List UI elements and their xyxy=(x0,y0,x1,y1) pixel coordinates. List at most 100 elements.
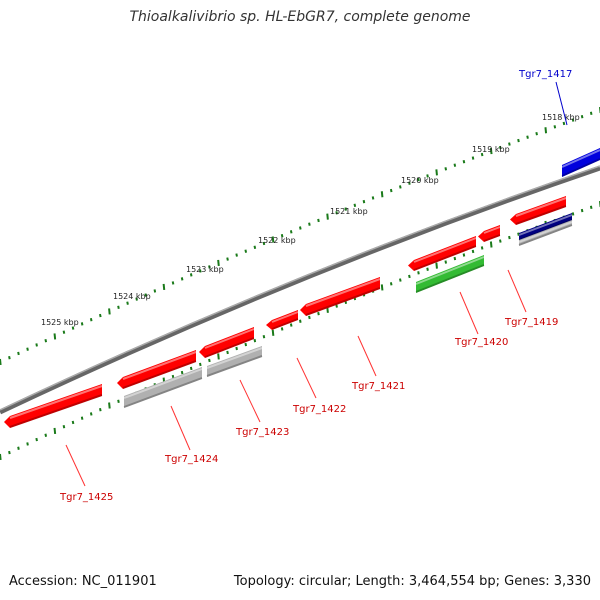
outer-ruler-tick xyxy=(71,326,75,330)
gene-tgr7-1417-shine xyxy=(561,149,600,168)
inner-ruler-tick xyxy=(489,241,493,248)
inner-ruler-tick xyxy=(499,239,502,243)
outer-ruler-tick xyxy=(453,163,457,167)
gene-tgr7-1419-shine xyxy=(515,197,567,217)
gene-tgr7-1423-body xyxy=(199,327,254,358)
gene-tgr7-1419[interactable] xyxy=(510,196,567,225)
inner-ruler-tick xyxy=(508,235,511,240)
gene-tgr7-1421-shade xyxy=(305,287,381,316)
gene-label[interactable]: Tgr7_1420 xyxy=(454,337,508,348)
inner-ruler-tick xyxy=(44,433,48,437)
outer-ruler-tick xyxy=(153,289,157,293)
gene-label[interactable]: Tgr7_1424 xyxy=(164,454,218,465)
gene-label[interactable]: Tgr7_1425 xyxy=(59,492,113,503)
gene-tgr7-1419-body xyxy=(510,196,566,225)
inner-ruler-tick xyxy=(217,353,220,360)
gene-leader-line xyxy=(357,335,377,377)
gene-tgr7-1425-body xyxy=(4,384,102,428)
gene-gray-feature-2-body xyxy=(207,346,262,377)
inner-ruler-tick xyxy=(435,262,438,269)
gene-label[interactable]: Tgr7_1419 xyxy=(504,317,558,328)
inner-ruler-tick xyxy=(89,412,93,416)
outer-ruler-tick xyxy=(580,114,584,119)
gene-label[interactable]: Tgr7_1417 xyxy=(518,69,572,80)
outer-ruler-tick xyxy=(217,259,220,267)
ruler-labels: 1518 kbp 1519 kbp 1520 kbp 1521 kbp 1522 kbp… xyxy=(41,113,580,327)
ruler-label: 1524 kbp xyxy=(113,292,151,301)
gene-rna-feature-shine xyxy=(415,256,485,285)
outer-ruler-tick xyxy=(317,218,320,223)
gene-rna-feature[interactable] xyxy=(415,255,485,293)
gene-gray-feature-1[interactable] xyxy=(518,220,573,246)
gene-leader-line xyxy=(507,269,527,313)
gene-gray-feature-3[interactable] xyxy=(123,367,203,408)
inner-ruler-tick xyxy=(280,327,284,331)
gene-navy-feature-body xyxy=(519,213,572,241)
gene-tgr7-1424-body xyxy=(117,350,196,389)
gene-tgr7-1421[interactable] xyxy=(300,277,381,316)
outer-ruler-tick xyxy=(62,330,66,334)
gene-tgr7-1420-small[interactable] xyxy=(478,225,501,242)
inner-ruler-tick xyxy=(480,246,484,250)
outer-ruler-tick xyxy=(389,188,393,193)
inner-ruler-tick xyxy=(380,284,384,291)
inner-ruler-tick xyxy=(17,446,20,450)
gene-tgr7-1421-body xyxy=(300,277,380,316)
outer-ruler-tick xyxy=(426,174,429,178)
gene-tgr7-1423-shade xyxy=(204,337,255,358)
outer-ruler-tick xyxy=(135,297,138,301)
gene-label[interactable]: Tgr7_1421 xyxy=(351,381,405,392)
gene-gray-feature-1-shine xyxy=(518,221,573,243)
outer-ruler-tick xyxy=(508,142,511,146)
gene-tgr7-1422[interactable] xyxy=(266,310,299,330)
ruler-label: 1522 kbp xyxy=(258,236,296,245)
inner-ruler-tick xyxy=(199,362,202,367)
gene-gray-feature-3-body xyxy=(124,367,202,408)
accession-text: Accession: NC_011901 xyxy=(9,574,157,589)
gene-tgr7-1423[interactable] xyxy=(199,327,255,358)
outer-ruler-tick xyxy=(535,131,538,136)
gene-leader-line xyxy=(459,291,479,335)
genome-summary-text: Topology: circular; Length: 3,464,554 bp… xyxy=(233,574,591,589)
gene-features xyxy=(4,148,600,428)
inner-ruler-tick xyxy=(317,311,320,316)
outer-ruler-tick xyxy=(371,196,375,200)
inner-ruler-tick xyxy=(308,315,311,320)
outer-ruler-tick xyxy=(144,293,148,297)
inner-ruler-tick xyxy=(62,424,66,429)
inner-ruler-tick xyxy=(80,416,84,420)
outer-ruler-tick xyxy=(171,281,175,285)
ruler-label: 1518 kbp xyxy=(542,113,580,122)
ruler-label: 1521 kbp xyxy=(330,207,368,216)
outer-ruler-tick xyxy=(262,241,266,246)
gene-gray-feature-1-shade xyxy=(518,224,573,246)
inner-ruler-tick xyxy=(389,282,393,286)
gene-tgr7-1417[interactable] xyxy=(561,148,600,177)
gene-tgr7-1422-body xyxy=(266,310,298,330)
outer-ruler-tick xyxy=(126,301,129,305)
gene-gray-feature-2[interactable] xyxy=(206,346,263,377)
gene-tgr7-1417-shade xyxy=(561,158,600,177)
gene-navy-feature-shine xyxy=(518,214,573,236)
gene-tgr7-1420-small-shine xyxy=(483,226,501,234)
outer-ruler-tick xyxy=(244,249,248,253)
gene-label[interactable]: Tgr7_1422 xyxy=(292,404,346,415)
gene-tgr7-1421-shine xyxy=(305,278,381,307)
gene-leader-line xyxy=(555,81,568,126)
outer-ruler-dots xyxy=(0,107,600,366)
outer-ruler-tick xyxy=(435,169,438,176)
gene-leaders: Tgr7_1417 Tgr7_1419 Tgr7_1420 Tgr7_1421 Tgr7… xyxy=(59,69,572,503)
gene-tgr7-1425-shade xyxy=(9,394,103,428)
gene-leader-line xyxy=(239,379,261,423)
inner-ruler-tick xyxy=(580,208,584,213)
outer-ruler-tick xyxy=(0,358,2,366)
gene-gray-feature-3-shine xyxy=(123,368,203,399)
inner-ruler-tick xyxy=(117,399,120,404)
gene-leader-line xyxy=(296,357,317,399)
gene-tgr7-1420[interactable] xyxy=(408,236,477,271)
gene-label[interactable]: Tgr7_1423 xyxy=(235,427,289,438)
inner-ruler-tick xyxy=(8,450,11,455)
outer-ruler-tick xyxy=(189,273,193,277)
gene-tgr7-1424[interactable] xyxy=(117,350,197,389)
gene-tgr7-1425[interactable] xyxy=(4,384,103,428)
